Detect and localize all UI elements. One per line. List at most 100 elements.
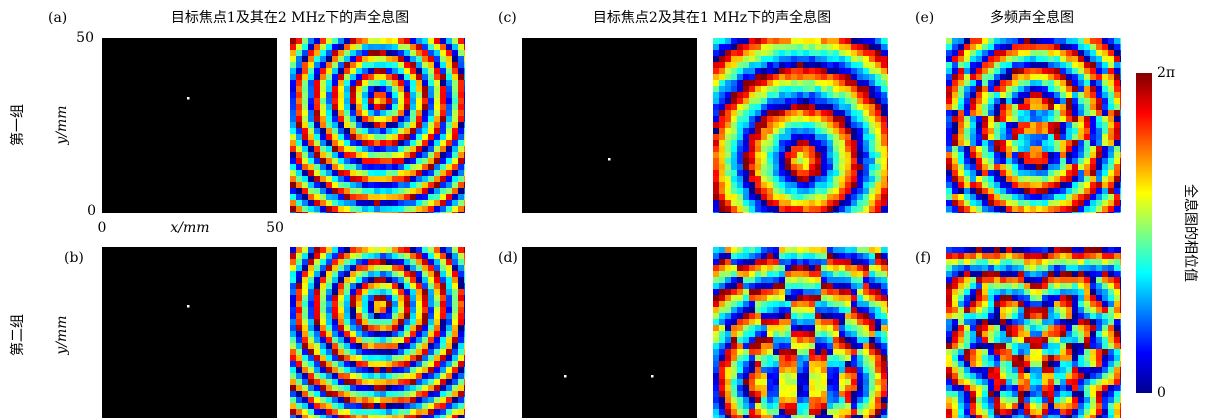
hologram-cell [755,361,761,367]
hologram-cell [970,253,976,259]
hologram-cell [761,253,767,259]
hologram-cell [970,259,976,265]
hologram-cell [719,74,725,80]
hologram-cell [404,56,410,62]
hologram-cell [320,56,326,62]
hologram-cell [308,86,314,92]
hologram-cell [332,56,338,62]
hologram-cell [314,200,320,206]
hologram-cell [1090,247,1096,253]
hologram-cell [308,200,314,206]
hologram-cell [1108,259,1114,265]
hologram-cell [398,397,404,403]
hologram-cell [440,50,446,56]
hologram-cell [809,307,815,313]
hologram-cell [1102,337,1108,343]
hologram-cell [952,44,958,50]
hologram-cell [1036,319,1042,325]
hologram-cell [970,325,976,331]
hologram-cell [779,152,785,158]
hologram-cell [386,361,392,367]
hologram-cell [815,158,821,164]
hologram-cell [398,301,404,307]
hologram-cell [982,349,988,355]
hologram-cell [833,98,839,104]
hologram-cell [1042,247,1048,253]
hologram-cell [1060,188,1066,194]
hologram-cell [1072,128,1078,134]
hologram-cell [791,259,797,265]
hologram-cell [869,74,875,80]
hologram-cell [719,128,725,134]
hologram-cell [827,271,833,277]
hologram-cell [761,200,767,206]
x-axis-label: x/mm [170,220,209,236]
hologram-cell [713,122,719,128]
hologram-cell [1042,134,1048,140]
hologram-cell [1054,343,1060,349]
hologram-cell [398,295,404,301]
hologram-cell [809,403,815,409]
hologram-cell [422,68,428,74]
hologram-cell [434,331,440,337]
hologram-cell [1012,134,1018,140]
hologram-cell [839,247,845,253]
hologram-cell [452,271,458,277]
hologram-cell [881,188,887,194]
hologram-cell [857,92,863,98]
hologram-cell [773,200,779,206]
hologram-cell [1036,247,1042,253]
hologram-cell [869,379,875,385]
hologram-cell [964,50,970,56]
hologram-cell [1024,146,1030,152]
hologram-cell [833,86,839,92]
hologram-cell [827,337,833,343]
hologram-cell [440,355,446,361]
hologram-cell [446,385,452,391]
hologram-cell [731,289,737,295]
hologram-cell [1102,92,1108,98]
hologram-cell [362,38,368,44]
hologram-cell [308,104,314,110]
hologram-cell [713,385,719,391]
hologram-cell [988,277,994,283]
hologram-cell [946,277,952,283]
hologram-cell [797,391,803,397]
hologram-cell [761,170,767,176]
hologram-cell [809,343,815,349]
hologram-cell [797,146,803,152]
hologram-cell [1108,104,1114,110]
hologram-cell [344,313,350,319]
hologram-cell [338,325,344,331]
hologram-cell [380,50,386,56]
hologram-cell [869,313,875,319]
hologram-cell [1012,164,1018,170]
hologram-cell [320,194,326,200]
hologram-cell [1096,283,1102,289]
hologram-cell [1114,206,1120,212]
hologram-cell [320,403,326,409]
hologram-cell [1000,253,1006,259]
hologram-cell [410,277,416,283]
hologram-cell [875,277,881,283]
hologram-cell [761,361,767,367]
hologram-cell [458,68,464,74]
hologram-cell [1048,68,1054,74]
hologram-cell [1000,86,1006,92]
hologram-cell [964,337,970,343]
hologram-cell [761,385,767,391]
hologram-cell [719,80,725,86]
hologram-cell [416,373,422,379]
hologram-cell [416,283,422,289]
hologram-cell [857,44,863,50]
hologram-cell [988,164,994,170]
hologram-cell [731,56,737,62]
hologram-cell [719,206,725,212]
hologram-cell [434,391,440,397]
hologram-cell [869,146,875,152]
hologram-cell [386,409,392,415]
hologram-cell [803,128,809,134]
hologram-cell [1000,110,1006,116]
hologram-cell [863,313,869,319]
hologram-cell [1000,247,1006,253]
